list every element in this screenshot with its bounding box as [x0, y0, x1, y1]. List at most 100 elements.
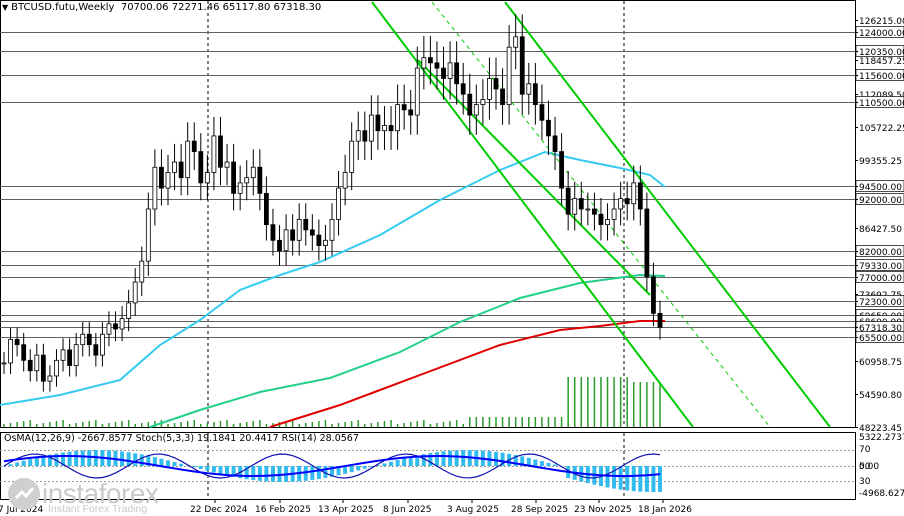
price-bar-body [447, 62, 453, 79]
time-label: 28 Sep 2025 [511, 505, 568, 515]
watermark: instaforex Instant Forex Trading [6, 476, 159, 515]
osma-bar [139, 454, 144, 466]
osma-bar [553, 464, 558, 466]
price-bar-body [165, 172, 171, 189]
price-bar-body [657, 312, 663, 328]
osma-bar [192, 466, 197, 468]
price-label: 65500.00 [859, 334, 902, 344]
ma-slow-line [269, 320, 665, 428]
price-bar-body [60, 349, 66, 361]
osma-bar [152, 457, 157, 466]
osma-bar [47, 454, 52, 466]
price-bar-body [145, 208, 151, 262]
osma-bar [461, 450, 466, 466]
osma-bar [15, 462, 20, 466]
price-bar-body [592, 208, 597, 215]
osma-bar [356, 466, 361, 471]
price-bar-body [329, 219, 335, 241]
price-bar-body [231, 161, 237, 194]
price-bar-body [532, 83, 538, 106]
osma-bar [428, 453, 433, 466]
chart-header: ▼ BTCUSD.futu,Weekly 70700.06 72271.46 65… [2, 2, 321, 13]
price-bar-body [93, 344, 99, 356]
price-bar-body [277, 239, 282, 252]
price-bar-body [618, 198, 624, 210]
osma-bar [270, 466, 275, 482]
price-bar-body [539, 104, 545, 121]
price-bar-body [303, 219, 309, 231]
price-bar-body [605, 219, 610, 226]
price-bar-body [86, 333, 92, 346]
price-bar-body [139, 260, 145, 283]
osma-bar [343, 466, 348, 474]
price-bar-body [395, 104, 401, 132]
price-bar-body [473, 104, 479, 116]
price-bar-body [441, 67, 446, 79]
price-bar-body [342, 172, 348, 189]
price-bar-body [14, 339, 20, 346]
price-bar-body [611, 208, 617, 220]
osma-bar [54, 453, 59, 466]
osma-bar [658, 466, 662, 492]
price-bar-body [336, 187, 341, 220]
price-bar-body [460, 83, 466, 95]
osma-bar [80, 450, 85, 466]
price-label: 92000.00 [859, 196, 902, 206]
osma-bar [211, 466, 216, 473]
price-bar-body [204, 172, 210, 184]
price-label: 77000.00 [859, 274, 902, 284]
time-label: 16 Feb 2025 [255, 505, 311, 515]
price-bar-body [316, 234, 322, 246]
osma-bar [34, 457, 39, 466]
dropdown-triangle-icon[interactable]: ▼ [2, 3, 9, 12]
price-bar-body [388, 125, 394, 132]
price-bar-body [526, 83, 532, 95]
price-bars [1, 14, 663, 392]
price-bar-body [113, 323, 118, 330]
osma-bar [441, 451, 446, 466]
price-bar-body [624, 198, 630, 205]
price-bar-body [27, 359, 33, 372]
price-bar-body [421, 57, 427, 69]
price-label: 60958.75 [859, 358, 902, 368]
price-bar-body [218, 135, 223, 168]
osma-bar [323, 466, 328, 478]
price-bar-body [106, 323, 112, 335]
osma-bar [8, 464, 13, 466]
osma-bar [546, 462, 551, 466]
osma-bar [218, 466, 223, 475]
price-bar-body [191, 140, 197, 152]
price-bar-body [323, 239, 328, 246]
osma-bar [264, 466, 269, 482]
price-bar-body [414, 67, 420, 116]
osma-bar [402, 458, 407, 466]
osma-bar [120, 451, 125, 466]
osma-bar [434, 452, 439, 466]
time-label: 22 Dec 2024 [190, 505, 248, 515]
osma-bar [369, 466, 374, 467]
price-label: 94500.00 [859, 183, 902, 193]
osma-bar [375, 465, 380, 466]
oscillator-header: OsMA(12,26,9) -2667.8577 Stoch(5,3,3) 19… [4, 433, 359, 444]
osma-bar [494, 451, 498, 466]
price-bar-body [500, 88, 505, 106]
osma-bar [454, 450, 459, 466]
main-frame [0, 0, 856, 428]
price-label: 115600.00 [859, 72, 904, 82]
price-bar-body [355, 130, 361, 142]
osma-bar [336, 466, 341, 476]
price-bar-body [1, 362, 7, 365]
osma-bar [179, 463, 184, 466]
osma-bar [2, 466, 6, 467]
price-bar-body [651, 276, 656, 314]
price-label: 72300.00 [859, 298, 902, 308]
price-bar-body [244, 177, 250, 184]
price-bar-body [375, 114, 381, 132]
time-axis: 7 Jul 2024 22 Dec 2024 16 Feb 2025 13 Apr 2… [0, 500, 692, 515]
price-bar-body [493, 78, 499, 90]
price-bar-body [427, 57, 433, 64]
price-bar-body [178, 161, 184, 179]
price-bar-body [644, 208, 650, 278]
osma-bar [61, 452, 66, 466]
